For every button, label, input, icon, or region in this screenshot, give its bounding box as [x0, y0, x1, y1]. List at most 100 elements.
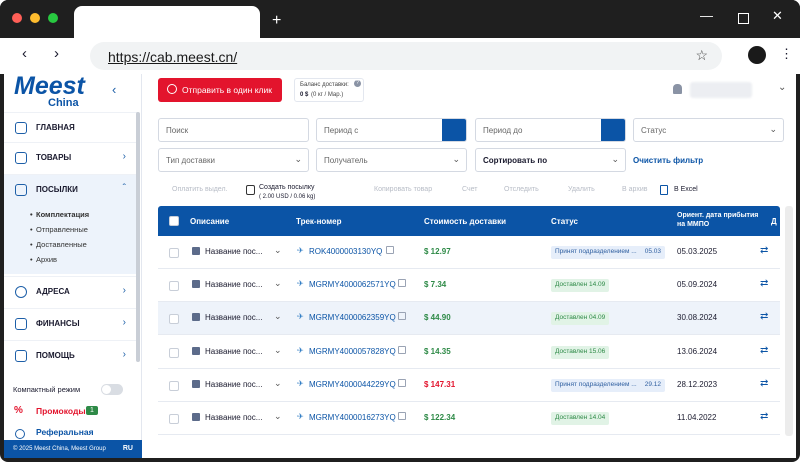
copy-icon[interactable]: [398, 312, 406, 320]
parcel-icon: [192, 313, 200, 321]
submenu-item-sent[interactable]: Отправленные: [30, 225, 88, 234]
copy-icon[interactable]: [398, 279, 406, 287]
row-track-number[interactable]: ROK4000003130YQ: [309, 247, 383, 256]
row-checkbox[interactable]: [169, 281, 179, 291]
recipient-select[interactable]: Получатель ⌄: [316, 148, 467, 172]
column-status[interactable]: Статус: [551, 217, 578, 226]
table-row[interactable]: Название пос... ⌄ ✈ MGRMY4000057828YQ $ 14.3…: [158, 336, 780, 369]
sidebar-item-home[interactable]: ГЛАВНАЯ: [4, 112, 138, 142]
promo-link[interactable]: Промокоды: [36, 406, 86, 416]
new-tab-icon[interactable]: +: [272, 12, 282, 29]
sidebar-item-addresses[interactable]: АДРЕСА ›: [4, 276, 138, 306]
route-icon[interactable]: ⇄: [760, 411, 769, 422]
status-select[interactable]: Статус ⌄: [633, 118, 784, 142]
route-icon[interactable]: ⇄: [760, 278, 769, 289]
row-track-number[interactable]: MGRMY4000062359YQ: [309, 313, 396, 322]
minimize-icon[interactable]: —: [700, 8, 713, 23]
sidebar-item-goods[interactable]: ТОВАРЫ ›: [4, 142, 138, 172]
expand-row-icon[interactable]: ⌄: [274, 278, 282, 288]
row-track-number[interactable]: MGRMY4000016273YQ: [309, 413, 396, 422]
expand-row-icon[interactable]: ⌄: [274, 245, 282, 255]
row-eta-date: 05.03.2025: [677, 247, 718, 256]
copy-icon[interactable]: [398, 379, 406, 387]
clear-filter-link[interactable]: Очистить фильтр: [633, 156, 704, 165]
row-checkbox[interactable]: [169, 348, 179, 358]
bookmark-star-icon[interactable]: ☆: [695, 47, 708, 63]
sort-select[interactable]: Сортировать по ⌄: [475, 148, 626, 172]
table-row[interactable]: Название пос... ⌄ ✈ MGRMY4000062571YQ $ 7.34…: [158, 269, 780, 302]
column-description[interactable]: Описание: [190, 217, 230, 226]
referral-link[interactable]: Реферальная: [36, 427, 94, 437]
column-more[interactable]: Д: [771, 217, 777, 226]
pay-selected-button[interactable]: Оплатить выдел.: [172, 186, 228, 193]
row-checkbox[interactable]: [169, 248, 179, 258]
row-checkbox[interactable]: [169, 414, 179, 424]
sidebar-item-help[interactable]: ПОМОЩЬ ›: [4, 340, 138, 370]
calendar-icon[interactable]: [442, 119, 466, 141]
sidebar-item-finance[interactable]: ФИНАНСЫ ›: [4, 308, 138, 338]
expand-row-icon[interactable]: ⌄: [274, 411, 282, 421]
sidebar-scrollbar[interactable]: [136, 112, 140, 362]
column-eta[interactable]: Ориент. дата прибытия на ММПО: [677, 212, 759, 228]
close-icon[interactable]: ✕: [772, 8, 783, 23]
browser-menu-icon[interactable]: ⋮: [780, 46, 793, 61]
maximize-window-dot[interactable]: [48, 13, 58, 23]
route-icon[interactable]: ⇄: [760, 311, 769, 322]
send-one-click-button[interactable]: Отправить в один клик: [158, 78, 282, 102]
close-window-dot[interactable]: [12, 13, 22, 23]
expand-row-icon[interactable]: ⌄: [274, 378, 282, 388]
table-scrollbar[interactable]: [785, 206, 793, 436]
copy-icon[interactable]: [386, 246, 394, 254]
row-checkbox[interactable]: [169, 314, 179, 324]
route-icon[interactable]: ⇄: [760, 245, 769, 256]
column-cost[interactable]: Стоимость доставки: [424, 217, 507, 226]
period-to-field[interactable]: Период до: [475, 118, 626, 142]
table-row[interactable]: Название пос... ⌄ ✈ ROK4000003130YQ $ 12.97 П…: [158, 236, 780, 269]
invoice-button[interactable]: Счет: [462, 186, 478, 193]
info-icon[interactable]: ?: [354, 80, 361, 87]
track-button[interactable]: Отследить: [504, 186, 539, 193]
table-row[interactable]: Название пос... ⌄ ✈ MGRMY4000044229YQ $ 147.…: [158, 369, 780, 402]
submenu-item-archive[interactable]: Архив: [30, 255, 57, 264]
back-icon[interactable]: ‹: [22, 45, 27, 62]
table-row[interactable]: Название пос... ⌄ ✈ MGRMY4000062359YQ $ 44.9…: [158, 302, 780, 335]
route-icon[interactable]: ⇄: [760, 345, 769, 356]
archive-button[interactable]: В архив: [622, 186, 648, 193]
maximize-icon[interactable]: [738, 13, 749, 24]
chevron-down-icon[interactable]: ⌄: [778, 82, 787, 93]
profile-avatar-icon[interactable]: [748, 46, 766, 64]
copy-icon[interactable]: [398, 346, 406, 354]
minimize-window-dot[interactable]: [30, 13, 40, 23]
row-track-number[interactable]: MGRMY4000062571YQ: [309, 280, 396, 289]
period-from-field[interactable]: Период с: [316, 118, 467, 142]
submenu-item-packing[interactable]: Комплектация: [30, 210, 89, 219]
row-track-number[interactable]: MGRMY4000057828YQ: [309, 347, 396, 356]
route-icon[interactable]: ⇄: [760, 378, 769, 389]
search-input[interactable]: Поиск: [158, 118, 309, 142]
calendar-icon[interactable]: [601, 119, 625, 141]
row-checkbox[interactable]: [169, 381, 179, 391]
forward-icon[interactable]: ›: [54, 45, 59, 62]
collapse-sidebar-icon[interactable]: ‹: [112, 82, 117, 97]
language-switch[interactable]: RU: [122, 445, 133, 452]
url-text[interactable]: https://cab.meest.cn/: [108, 49, 238, 65]
compact-mode-toggle[interactable]: [101, 384, 123, 395]
table-row[interactable]: Название пос... ⌄ ✈ MGRMY4000016273YQ $ 122.…: [158, 402, 780, 435]
url-field[interactable]: https://cab.meest.cn/ ☆: [90, 42, 722, 70]
copy-goods-button[interactable]: Копировать товар: [374, 186, 433, 193]
user-profile-blurred[interactable]: [690, 82, 752, 98]
notification-bell-icon[interactable]: [673, 84, 682, 94]
column-track[interactable]: Трек-номер: [296, 217, 342, 226]
submenu-item-delivered[interactable]: Доставленные: [30, 240, 87, 249]
sidebar-item-parcels[interactable]: ПОСЫЛКИ ˆ: [4, 174, 138, 204]
delivery-type-select[interactable]: Тип доставки ⌄: [158, 148, 309, 172]
row-track-number[interactable]: MGRMY4000044229YQ: [309, 380, 396, 389]
delete-button[interactable]: Удалить: [568, 186, 595, 193]
select-all-checkbox[interactable]: [169, 216, 179, 226]
expand-row-icon[interactable]: ⌄: [274, 311, 282, 321]
browser-tab[interactable]: [74, 6, 260, 38]
excel-export-button[interactable]: В Excel: [674, 186, 698, 193]
expand-row-icon[interactable]: ⌄: [274, 345, 282, 355]
copy-icon[interactable]: [398, 412, 406, 420]
create-parcel-button[interactable]: Создать посылку: [259, 184, 315, 191]
